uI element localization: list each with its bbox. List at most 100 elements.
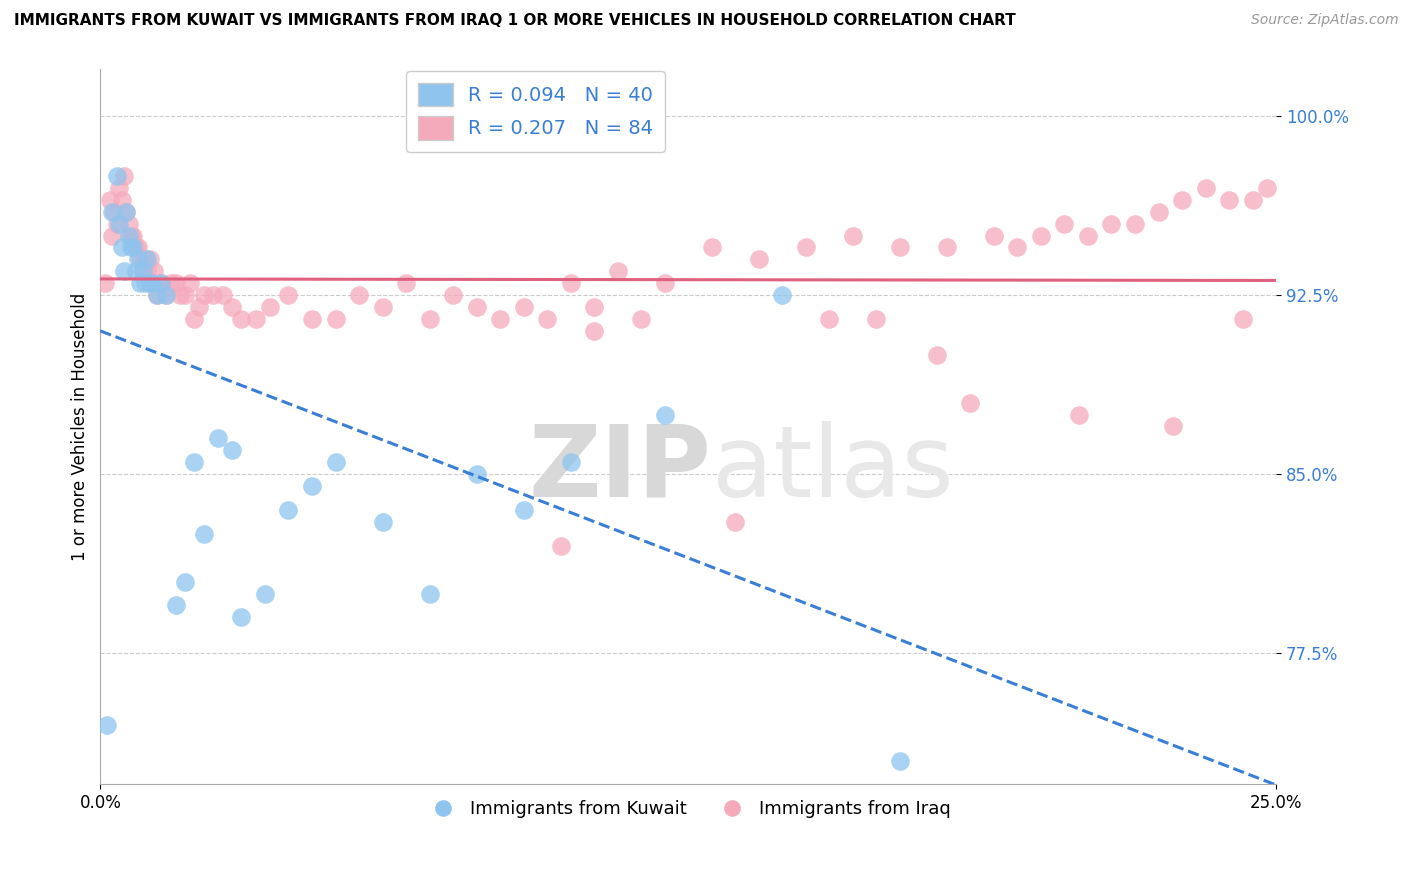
Point (188, 300, 211, 314)
Point (183, 312, 205, 326)
Point (889, 240, 911, 254)
Point (1101, 217, 1123, 231)
Point (207, 431, 229, 445)
Point (124, 240, 146, 254)
Text: atlas: atlas (711, 421, 953, 518)
Point (105, 217, 128, 231)
Point (146, 288, 169, 302)
Point (131, 264, 153, 278)
Point (94, 277, 117, 291)
Point (395, 277, 418, 291)
Point (165, 277, 187, 291)
Point (536, 312, 558, 326)
Point (150, 277, 173, 291)
Point (120, 228, 142, 243)
Point (112, 169, 135, 183)
Point (301, 479, 323, 493)
Point (818, 312, 841, 326)
Point (183, 455, 205, 469)
Point (1053, 217, 1076, 231)
Point (245, 312, 267, 326)
Point (465, 467, 488, 482)
Point (211, 288, 233, 302)
Point (371, 300, 394, 314)
Point (419, 586, 441, 600)
Point (101, 228, 124, 243)
Point (146, 288, 169, 302)
Point (150, 277, 173, 291)
Point (1232, 312, 1254, 326)
Point (1067, 408, 1090, 422)
Point (129, 252, 152, 267)
Point (108, 181, 131, 195)
Point (174, 288, 197, 302)
Point (138, 252, 160, 267)
Point (1147, 204, 1170, 219)
Point (179, 277, 201, 291)
Point (724, 515, 747, 529)
Point (550, 539, 572, 553)
Point (1256, 181, 1278, 195)
Point (110, 193, 132, 207)
Point (117, 228, 139, 243)
Point (371, 515, 394, 529)
Point (120, 240, 142, 254)
Point (560, 455, 582, 469)
Point (117, 217, 139, 231)
Point (221, 300, 243, 314)
Point (583, 300, 606, 314)
Point (489, 312, 512, 326)
Point (253, 586, 276, 600)
Point (134, 252, 156, 267)
Point (842, 228, 865, 243)
Point (141, 277, 163, 291)
Point (101, 204, 124, 219)
Point (124, 264, 146, 278)
Point (654, 408, 676, 422)
Point (98, 193, 121, 207)
Point (155, 288, 177, 302)
Point (419, 312, 441, 326)
Point (110, 240, 132, 254)
Text: IMMIGRANTS FROM KUWAIT VS IMMIGRANTS FROM IRAQ 1 OR MORE VEHICLES IN HOUSEHOLD C: IMMIGRANTS FROM KUWAIT VS IMMIGRANTS FRO… (14, 13, 1015, 29)
Point (512, 503, 534, 517)
Point (1218, 193, 1240, 207)
Point (1241, 193, 1264, 207)
Point (169, 288, 191, 302)
Point (143, 264, 166, 278)
Point (1029, 228, 1052, 243)
Point (112, 264, 135, 278)
Point (165, 599, 187, 613)
Point (193, 288, 215, 302)
Point (959, 395, 981, 409)
Point (983, 228, 1005, 243)
Point (96, 718, 118, 732)
Point (193, 526, 215, 541)
Point (138, 277, 160, 291)
Point (131, 264, 153, 278)
Y-axis label: 1 or more Vehicles in Household: 1 or more Vehicles in Household (72, 293, 89, 560)
Point (231, 610, 253, 624)
Point (770, 288, 793, 302)
Point (465, 300, 488, 314)
Point (202, 288, 225, 302)
Point (927, 348, 949, 362)
Point (108, 217, 131, 231)
Point (630, 312, 652, 326)
Point (127, 240, 149, 254)
Point (1123, 217, 1146, 231)
Text: Source: ZipAtlas.com: Source: ZipAtlas.com (1251, 13, 1399, 28)
Point (105, 169, 128, 183)
Point (325, 455, 347, 469)
Point (259, 300, 281, 314)
Point (122, 228, 145, 243)
Point (560, 277, 582, 291)
Point (141, 277, 163, 291)
Point (889, 754, 911, 768)
Point (935, 240, 957, 254)
Point (122, 240, 145, 254)
Point (134, 277, 156, 291)
Point (794, 240, 817, 254)
Point (129, 277, 152, 291)
Point (277, 503, 299, 517)
